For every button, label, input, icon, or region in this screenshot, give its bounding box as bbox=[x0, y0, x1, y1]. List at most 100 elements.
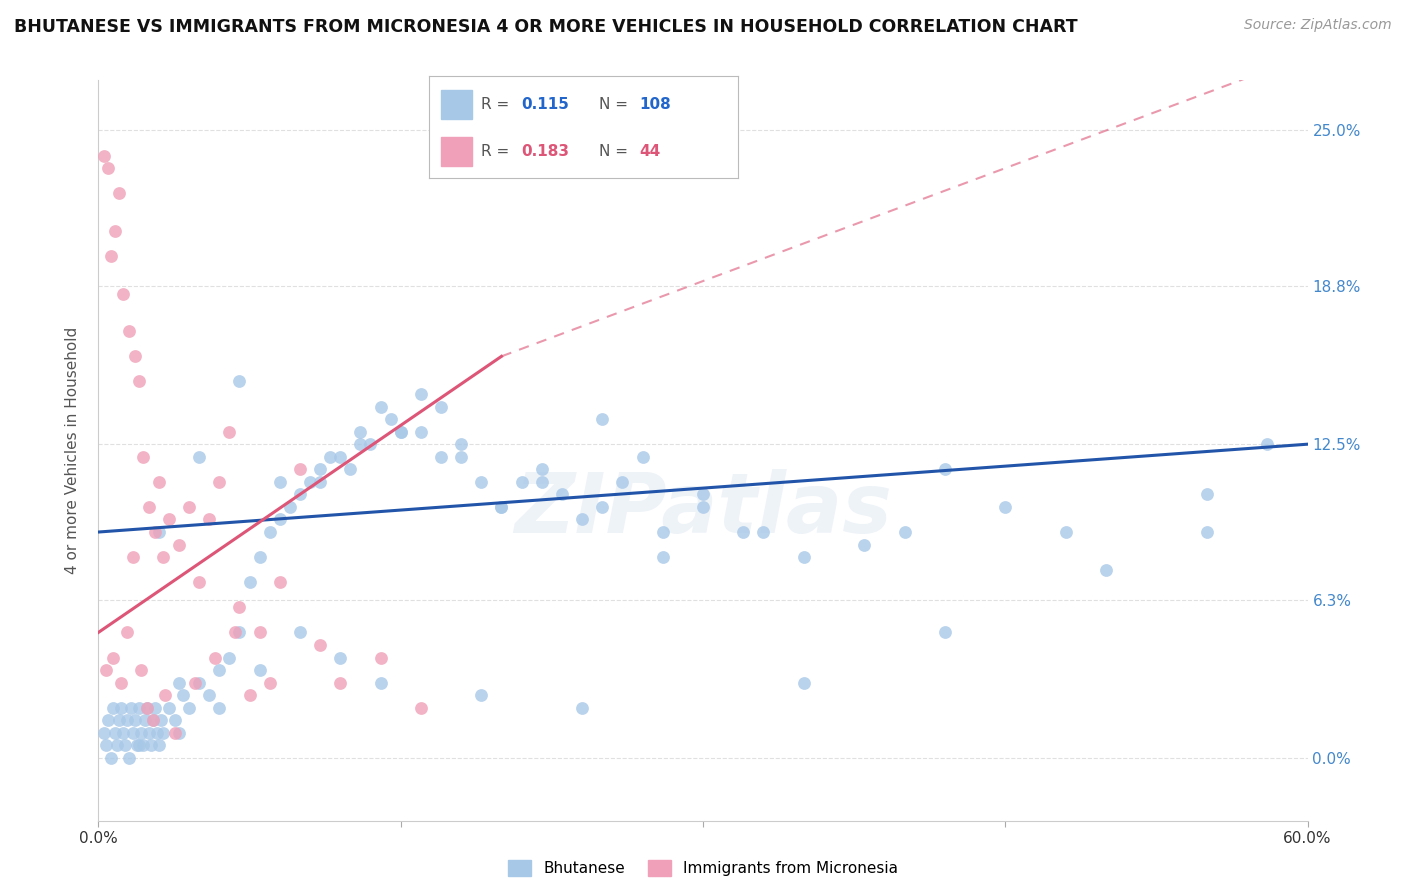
Point bbox=[389, 425, 412, 439]
Point bbox=[111, 726, 134, 740]
Point bbox=[101, 650, 124, 665]
Text: R =: R = bbox=[481, 145, 515, 160]
Point bbox=[893, 524, 915, 539]
Point bbox=[510, 475, 533, 489]
FancyBboxPatch shape bbox=[441, 90, 472, 119]
Point bbox=[120, 700, 142, 714]
Point bbox=[259, 675, 281, 690]
Point bbox=[110, 700, 132, 714]
Point bbox=[249, 550, 271, 565]
Point bbox=[409, 425, 432, 439]
Point bbox=[651, 550, 673, 565]
Point bbox=[692, 500, 714, 514]
Point bbox=[491, 500, 513, 514]
Point bbox=[793, 550, 815, 565]
Point bbox=[208, 475, 231, 489]
Point bbox=[530, 475, 553, 489]
Text: N =: N = bbox=[599, 145, 633, 160]
Point bbox=[179, 500, 201, 514]
Point bbox=[239, 575, 262, 590]
Point bbox=[125, 739, 148, 753]
Point bbox=[157, 700, 180, 714]
Point bbox=[142, 713, 165, 727]
Point bbox=[571, 512, 593, 526]
Point bbox=[93, 148, 115, 162]
Point bbox=[224, 625, 246, 640]
Point bbox=[115, 625, 138, 640]
Point bbox=[1195, 487, 1218, 501]
Point bbox=[430, 400, 453, 414]
Point bbox=[249, 663, 271, 677]
Point bbox=[105, 739, 128, 753]
Text: 0.183: 0.183 bbox=[522, 145, 569, 160]
Point bbox=[132, 450, 155, 464]
Point bbox=[1256, 437, 1278, 451]
Point bbox=[1054, 524, 1077, 539]
Point bbox=[157, 512, 180, 526]
Point bbox=[934, 462, 956, 476]
Text: R =: R = bbox=[481, 97, 515, 112]
Point bbox=[269, 575, 291, 590]
Point bbox=[152, 550, 174, 565]
Point bbox=[329, 650, 352, 665]
Point bbox=[853, 538, 876, 552]
Point bbox=[349, 437, 371, 451]
Text: 0.115: 0.115 bbox=[522, 97, 569, 112]
Point bbox=[110, 675, 132, 690]
Point bbox=[143, 700, 166, 714]
Point bbox=[101, 700, 124, 714]
Text: 44: 44 bbox=[640, 145, 661, 160]
Text: 108: 108 bbox=[640, 97, 671, 112]
Point bbox=[349, 425, 371, 439]
Point bbox=[167, 675, 190, 690]
Text: ZIPatlas: ZIPatlas bbox=[515, 469, 891, 550]
Point bbox=[142, 713, 165, 727]
Point bbox=[651, 524, 673, 539]
Point bbox=[228, 375, 250, 389]
Point bbox=[132, 739, 155, 753]
Point bbox=[551, 487, 574, 501]
Text: BHUTANESE VS IMMIGRANTS FROM MICRONESIA 4 OR MORE VEHICLES IN HOUSEHOLD CORRELAT: BHUTANESE VS IMMIGRANTS FROM MICRONESIA … bbox=[14, 18, 1077, 36]
Point bbox=[111, 286, 134, 301]
Legend: Bhutanese, Immigrants from Micronesia: Bhutanese, Immigrants from Micronesia bbox=[502, 855, 904, 882]
Point bbox=[172, 688, 194, 702]
Point bbox=[121, 550, 143, 565]
Point bbox=[269, 475, 291, 489]
Point bbox=[288, 487, 311, 501]
Point bbox=[138, 726, 160, 740]
Text: N =: N = bbox=[599, 97, 633, 112]
Point bbox=[409, 700, 432, 714]
Point bbox=[309, 475, 332, 489]
Point bbox=[179, 700, 201, 714]
Point bbox=[1195, 524, 1218, 539]
Point bbox=[934, 625, 956, 640]
Point bbox=[571, 700, 593, 714]
Point bbox=[339, 462, 361, 476]
Point bbox=[135, 700, 157, 714]
Point bbox=[96, 739, 118, 753]
Point bbox=[612, 475, 634, 489]
Point bbox=[259, 524, 281, 539]
Point bbox=[124, 713, 146, 727]
Point bbox=[360, 437, 382, 451]
Point bbox=[450, 437, 472, 451]
Point bbox=[591, 500, 613, 514]
Point bbox=[329, 675, 352, 690]
Point bbox=[733, 524, 755, 539]
Point bbox=[107, 186, 129, 201]
Point bbox=[188, 575, 211, 590]
Point bbox=[118, 324, 141, 338]
Point bbox=[153, 688, 176, 702]
Point bbox=[409, 387, 432, 401]
Point bbox=[208, 663, 231, 677]
Point bbox=[530, 462, 553, 476]
Point bbox=[269, 512, 291, 526]
Point bbox=[129, 726, 152, 740]
Point bbox=[470, 688, 492, 702]
Point bbox=[148, 524, 170, 539]
Point bbox=[239, 688, 262, 702]
Point bbox=[167, 726, 190, 740]
Point bbox=[228, 600, 250, 615]
Point bbox=[100, 249, 122, 263]
Text: Source: ZipAtlas.com: Source: ZipAtlas.com bbox=[1244, 18, 1392, 32]
